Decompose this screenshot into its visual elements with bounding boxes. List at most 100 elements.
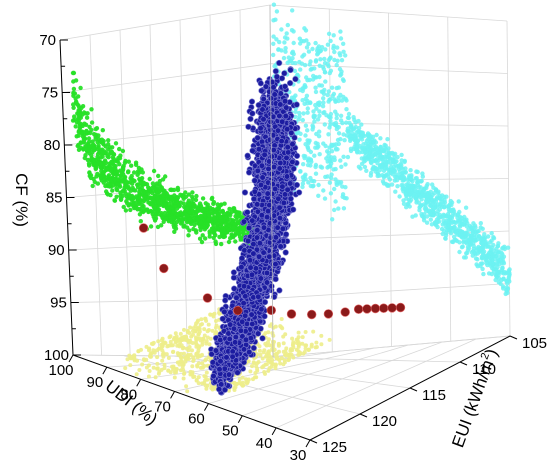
eui-cf-projection-point	[134, 205, 139, 211]
eui-cf-projection-point	[148, 224, 154, 229]
udi-cf-projection-point	[304, 75, 309, 80]
udi-cf-projection-point	[501, 276, 506, 281]
udi-cf-projection-point	[299, 38, 304, 44]
udi-cf-projection-point	[313, 89, 319, 95]
eui-cf-projection-point	[78, 85, 83, 91]
udi-cf-projection-point	[339, 164, 344, 169]
floor-projection-point	[190, 348, 194, 353]
udi-cf-projection-point	[338, 92, 343, 98]
eui-cf-projection-point	[133, 162, 139, 167]
eui-cf-projection-point	[163, 174, 168, 179]
floor-projection-point	[144, 344, 149, 349]
udi-cf-projection-point	[368, 173, 373, 178]
udi-cf-projection-point	[455, 212, 461, 217]
udi-cf-projection-point	[395, 154, 400, 160]
udi-cf-projection-point	[507, 270, 512, 275]
eui-cf-projection-point	[206, 217, 212, 222]
udi-cf-projection-point	[447, 220, 453, 225]
udi-cf-projection-point	[433, 199, 439, 204]
eui-cf-projection-point	[114, 194, 119, 199]
floor-projection-point	[284, 352, 289, 357]
udi-cf-projection-point	[435, 219, 440, 224]
udi-cf-projection-point	[344, 120, 349, 125]
udi-cf-projection-point	[279, 27, 284, 32]
eui-cf-projection-point	[73, 124, 78, 129]
floor-projection-point	[146, 363, 151, 368]
udi-cf-projection-point	[385, 182, 391, 188]
udi-cf-projection-point	[317, 129, 322, 134]
udi-cf-projection-point	[313, 140, 318, 146]
udi-cf-projection-point	[319, 45, 325, 50]
eui-cf-projection-point	[235, 211, 240, 217]
udi-cf-projection-point	[346, 111, 352, 117]
eui-cf-projection-point	[145, 191, 151, 196]
udi-cf-projection-point	[306, 49, 312, 54]
udi-cf-projection-point	[418, 204, 423, 209]
udi-cf-projection-point	[308, 163, 313, 168]
floor-projection-point	[214, 319, 218, 323]
udi-cf-projection-point	[479, 254, 484, 259]
udi-cf-projection-point	[359, 161, 365, 166]
udi-cf-projection-point	[424, 214, 430, 219]
floor-projection-point	[166, 343, 171, 348]
eui-cf-projection-point	[72, 114, 77, 119]
floor-projection-point	[146, 374, 151, 379]
main-cloud-point	[222, 297, 229, 304]
udi-cf-projection-point	[343, 162, 348, 167]
floor-projection-point	[178, 331, 183, 336]
floor-projection-point	[166, 356, 171, 360]
eui-cf-projection-point	[172, 216, 177, 221]
floor-projection-point	[147, 354, 152, 358]
eui-cf-projection-point	[122, 160, 128, 165]
udi-cf-projection-point	[323, 47, 328, 52]
eui-cf-projection-point	[227, 211, 232, 216]
floor-projection-point	[273, 363, 278, 368]
udi-cf-projection-point	[414, 169, 419, 174]
udi-cf-projection-point	[285, 22, 290, 28]
udi-cf-projection-point	[366, 153, 371, 158]
udi-cf-projection-point	[305, 128, 310, 133]
eui-cf-projection-point	[115, 169, 120, 174]
udi-cf-projection-point	[320, 89, 326, 94]
eui-cf-projection-point	[105, 192, 111, 197]
eui-cf-projection-point	[200, 233, 205, 238]
eui-cf-projection-point	[127, 202, 132, 207]
udi-cf-projection-point	[277, 39, 282, 45]
udi-cf-projection-point	[375, 147, 380, 152]
floor-projection-point	[263, 341, 268, 346]
udi-cf-projection-point	[366, 157, 372, 162]
udi-cf-projection-point	[330, 217, 335, 222]
udi-cf-projection-point	[305, 144, 310, 149]
udi-cf-projection-point	[452, 237, 457, 243]
floor-projection-point	[241, 383, 246, 388]
udi-cf-projection-point	[310, 46, 315, 52]
udi-cf-projection-point	[490, 252, 496, 258]
udi-cf-projection-point	[368, 134, 373, 139]
eui-cf-projection-point	[179, 217, 184, 222]
udi-cf-projection-point	[339, 58, 345, 63]
eui-cf-projection-point	[152, 216, 157, 221]
udi-cf-projection-point	[333, 142, 339, 147]
udi-cf-projection-point	[329, 172, 334, 177]
udi-cf-projection-point	[336, 131, 342, 136]
floor-projection-point	[156, 371, 161, 376]
udi-cf-projection-point	[384, 147, 389, 152]
floor-projection-point	[151, 340, 156, 345]
floor-projection-point	[128, 356, 133, 361]
eui-cf-projection-point	[157, 188, 163, 194]
udi-cf-projection-point	[352, 117, 357, 123]
udi-cf-projection-point	[370, 166, 376, 171]
udi-cf-projection-point	[475, 264, 480, 269]
eui-cf-projection-point	[130, 181, 135, 186]
udi-cf-projection-point	[315, 117, 321, 122]
floor-projection-point	[159, 342, 164, 347]
eui-cf-projection-point	[83, 111, 88, 116]
floor-projection-point	[210, 387, 215, 392]
udi-cf-projection-point	[326, 132, 331, 137]
udi-cf-projection-point	[464, 224, 470, 229]
udi-cf-projection-point	[338, 36, 344, 41]
udi-cf-projection-point	[306, 140, 311, 146]
eui-cf-projection-point	[207, 231, 212, 236]
floor-projection-point	[167, 335, 172, 340]
